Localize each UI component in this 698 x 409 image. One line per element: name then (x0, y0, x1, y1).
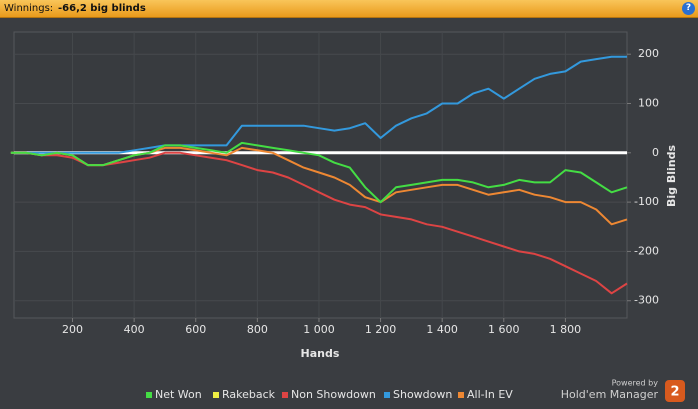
header-bar: Winnings: -66,2 big blinds ? (0, 0, 698, 18)
legend-swatch (458, 392, 464, 398)
series-line (10, 55, 627, 154)
y-tick-label: 0 (652, 146, 659, 159)
x-tick-label: 600 (185, 323, 206, 336)
x-tick-label: 400 (124, 323, 145, 336)
x-tick-label: 200 (62, 323, 83, 336)
series-line (10, 151, 628, 295)
y-tick-label: -100 (634, 195, 659, 208)
y-tick-label: 200 (638, 47, 659, 60)
x-tick-label: 1 800 (550, 323, 582, 336)
legend-label: Non Showdown (291, 388, 376, 401)
legend-swatch (384, 392, 390, 398)
legend-label: Rakeback (222, 388, 276, 401)
legend-label: Net Won (155, 388, 202, 401)
legend-swatch (282, 392, 288, 398)
legend-swatch (146, 392, 152, 398)
powered-by: Powered by (612, 379, 659, 388)
x-tick-label: 1 200 (365, 323, 397, 336)
brand-logo (665, 380, 685, 402)
header-value: -66,2 big blinds (58, 3, 146, 14)
header-label: Winnings: (4, 3, 54, 14)
y-tick-label: 100 (638, 97, 659, 110)
legend-swatch (213, 392, 219, 398)
plot-area (13, 31, 628, 319)
legend-label: All-In EV (467, 388, 513, 401)
legend: Net Won Rakeback Non Showdown Showdown All-I… (146, 388, 513, 401)
help-button[interactable]: ? (682, 2, 695, 15)
x-tick-label: 1 400 (426, 323, 458, 336)
legend-label: Showdown (393, 388, 452, 401)
x-tick-label: 1 600 (488, 323, 520, 336)
brand-version: 2 (670, 385, 679, 400)
y-tick-label: -300 (634, 294, 659, 307)
x-axis-title: Hands (301, 347, 340, 360)
brand-name: Hold'em Manager (561, 388, 659, 401)
series-line (10, 141, 628, 204)
x-tick-label: 800 (247, 323, 268, 336)
x-tick-label: 1 000 (303, 323, 335, 336)
y-tick-label: -200 (634, 244, 659, 257)
y-axis-title: Big Blinds (665, 145, 678, 207)
